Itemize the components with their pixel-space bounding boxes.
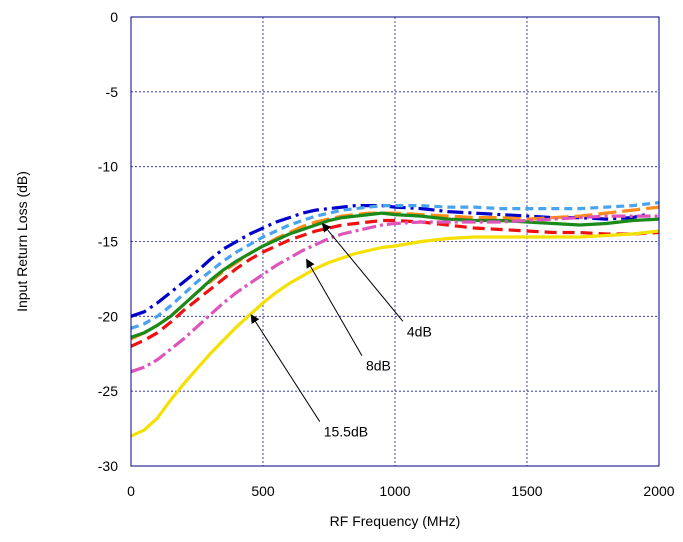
plot-frame — [130, 16, 660, 467]
annotation-arrow — [250, 314, 321, 422]
series-group — [130, 201, 660, 438]
y-tick-label: -5 — [106, 84, 119, 100]
y-tick-label: -10 — [98, 159, 118, 175]
annotation-arrow — [321, 222, 404, 322]
x-tick-label: 2000 — [643, 483, 674, 499]
x-tick-label: 0 — [127, 483, 135, 499]
tick-labels: 0 500 1000 1500 2000 0 -5 -10 -15 -20 -25 -30 — [98, 9, 675, 499]
annotation-label: 8dB — [366, 358, 391, 374]
annotation-label: 4dB — [407, 323, 432, 339]
annotations: 4dB 8dB 15.5dB — [250, 222, 432, 440]
x-tick-label: 1000 — [379, 483, 410, 499]
y-axis-label: Input Return Loss (dB) — [14, 171, 30, 312]
y-tick-label: -15 — [98, 234, 118, 250]
series-line-1 — [130, 204, 647, 318]
series-line-7 — [130, 229, 660, 438]
y-tick-label: -20 — [98, 308, 118, 324]
series-line-2 — [130, 201, 660, 330]
series-line-4 — [130, 211, 660, 339]
x-tick-label: 500 — [251, 483, 275, 499]
x-axis-label: RF Frequency (MHz) — [330, 513, 461, 529]
y-tick-label: -30 — [98, 458, 118, 474]
x-tick-label: 1500 — [511, 483, 542, 499]
series-line-6 — [130, 214, 659, 374]
grid — [130, 16, 660, 467]
y-tick-label: 0 — [110, 9, 118, 25]
annotation-arrow — [306, 258, 363, 356]
y-tick-label: -25 — [98, 383, 118, 399]
annotation-label: 15.5dB — [324, 424, 368, 440]
series-line-5 — [130, 218, 660, 348]
